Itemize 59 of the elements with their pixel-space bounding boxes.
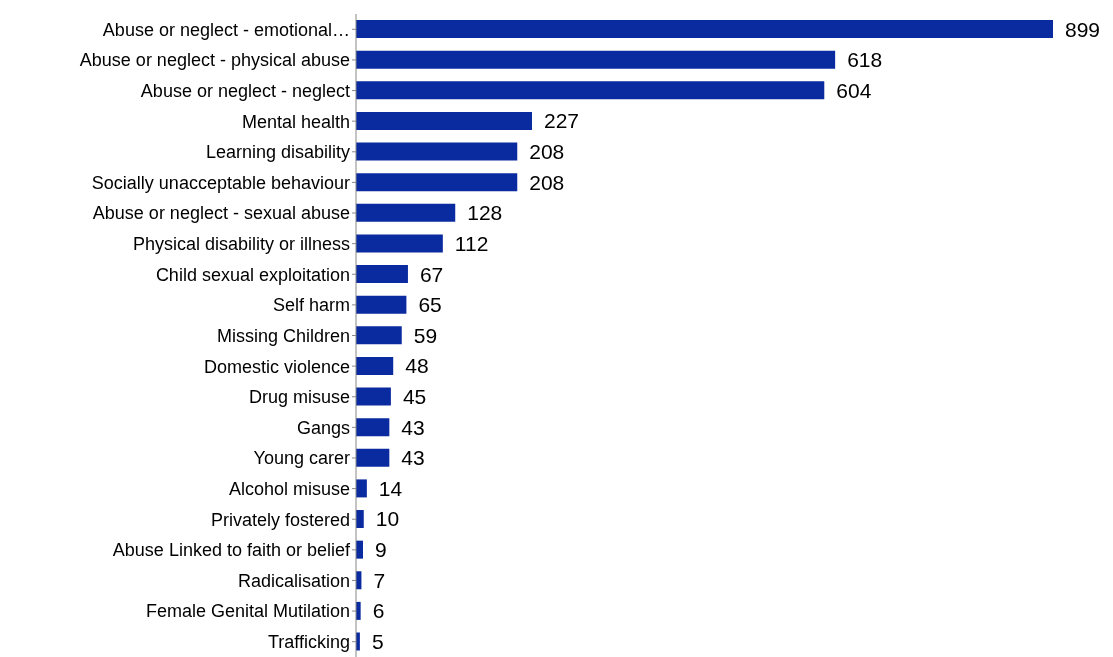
bar <box>356 203 456 222</box>
data-label: 43 <box>401 415 425 439</box>
data-label: 899 <box>1065 17 1101 41</box>
y-tick-label: Missing Children <box>216 325 350 346</box>
y-tick-label: Abuse Linked to faith or belief <box>112 540 351 561</box>
y-tick-label: Physical disability or illness <box>132 234 350 255</box>
bar <box>356 20 1053 39</box>
bar <box>356 173 518 192</box>
y-tick-label: Privately fostered <box>210 509 350 530</box>
bar <box>356 448 390 467</box>
bar <box>356 111 532 130</box>
data-label: 14 <box>378 476 403 500</box>
bar <box>356 81 825 100</box>
bar <box>356 510 364 529</box>
bar <box>356 234 443 253</box>
data-label: 10 <box>375 507 400 531</box>
bar <box>356 387 391 406</box>
y-tick-label: Mental health <box>241 111 350 132</box>
y-tick-label: Young carer <box>253 448 350 469</box>
bar <box>356 326 402 345</box>
data-label: 67 <box>419 262 444 286</box>
y-tick-label: Alcohol misuse <box>228 478 350 499</box>
data-label: 208 <box>529 140 565 164</box>
data-label: 604 <box>836 78 872 102</box>
data-label: 112 <box>454 231 489 255</box>
y-tick-label: Abuse or neglect - sexual abuse <box>92 203 350 224</box>
y-tick-label: Learning disability <box>205 142 350 163</box>
bar <box>356 142 518 161</box>
data-label: 5 <box>371 629 384 653</box>
y-tick-label: Domestic violence <box>203 356 350 377</box>
y-tick-label: Trafficking <box>267 632 350 653</box>
y-tick-label: Socially unacceptable behaviour <box>91 172 350 193</box>
y-tick-label: Self harm <box>272 295 350 316</box>
y-tick-label: Abuse or neglect - physical abuse <box>79 50 350 71</box>
bar <box>356 50 836 69</box>
y-tick-label: Gangs <box>296 417 350 438</box>
data-label: 65 <box>418 293 442 317</box>
data-label: 43 <box>401 446 425 470</box>
data-label: 208 <box>529 170 565 194</box>
bar <box>356 356 394 375</box>
bar <box>356 418 390 437</box>
data-label: 618 <box>847 48 883 72</box>
data-label: 7 <box>373 568 386 592</box>
data-label: 6 <box>372 599 385 623</box>
data-label: 9 <box>374 538 387 562</box>
y-tick-label: Abuse or neglect - neglect <box>140 80 350 101</box>
y-tick-label: Radicalisation <box>237 570 350 591</box>
bar <box>356 295 407 314</box>
data-label: 227 <box>543 109 580 133</box>
y-tick-label: Abuse or neglect - emotional… <box>102 19 350 40</box>
bar <box>356 479 367 498</box>
y-tick-label: Child sexual exploitation <box>155 264 350 285</box>
data-label: 128 <box>467 201 503 225</box>
y-tick-label: Female Genital Mutilation <box>145 601 350 622</box>
data-label: 45 <box>402 385 427 409</box>
data-label: 48 <box>405 354 429 378</box>
data-label: 59 <box>413 323 438 347</box>
y-tick-label: Drug misuse <box>248 387 350 408</box>
bar <box>356 265 408 284</box>
